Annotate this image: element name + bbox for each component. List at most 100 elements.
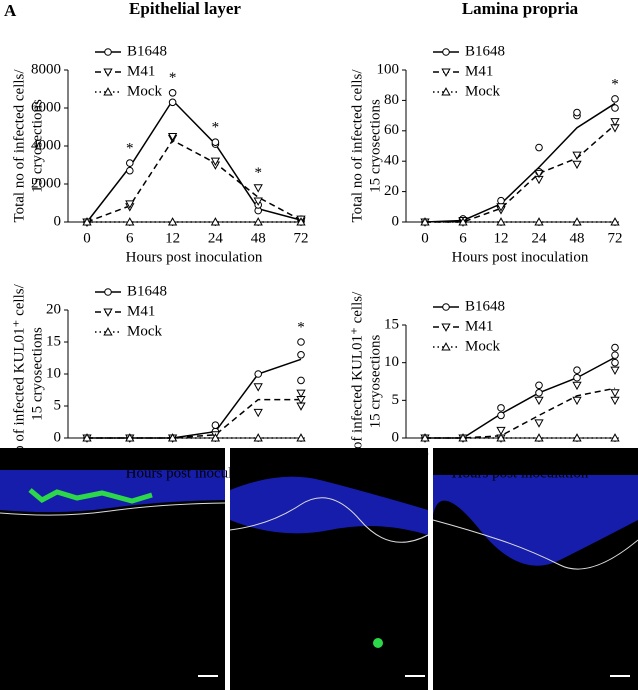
legend-label: B1648: [127, 43, 167, 59]
x-tick-label: 72: [294, 446, 309, 462]
legend-marker: [103, 68, 113, 77]
y-axis-label: 15 cryosections: [29, 99, 45, 193]
y-tick-label: 5: [54, 397, 62, 413]
significance-mark: *: [126, 141, 134, 157]
y-axis-label: No of infected KUL01⁺ cells/: [11, 283, 27, 463]
replicate-point: [572, 217, 582, 226]
series-line: [86, 99, 302, 223]
legend-label: Mock: [465, 83, 500, 99]
replicate-point: [297, 338, 305, 346]
replicate-point: [82, 217, 92, 226]
y-tick-label: 2000: [31, 175, 61, 191]
replicate-point: [610, 217, 620, 226]
legend-label: M41: [127, 63, 155, 79]
replicate-point: [253, 217, 263, 226]
replicate-point: [573, 366, 581, 375]
replicate-point: [167, 217, 178, 226]
series-line: [87, 358, 302, 439]
y-tick-label: 10: [384, 354, 399, 370]
y-axis-label: 15 cryosections: [367, 99, 383, 193]
significance-mark: *: [611, 76, 619, 92]
micrographs: [0, 448, 638, 690]
replicate-point: [534, 217, 544, 226]
y-tick-label: 20: [46, 301, 61, 317]
replicate-point: [458, 217, 468, 226]
y-tick-label: 20: [384, 183, 399, 199]
legend-marker: [441, 68, 451, 77]
replicate-point: [611, 358, 619, 367]
y-tick-label: 100: [377, 61, 400, 77]
x-tick-label: 12: [165, 230, 180, 246]
legend-label: Mock: [127, 83, 162, 99]
y-tick-label: 4000: [31, 137, 61, 153]
replicate-point: [534, 419, 544, 428]
legend-label: M41: [465, 318, 493, 334]
x-tick-label: 48: [251, 446, 266, 462]
replicate-point: [497, 411, 505, 420]
replicate-point: [253, 197, 263, 206]
legend-marker: [442, 303, 450, 311]
x-tick-label: 6: [459, 230, 467, 246]
replicate-point: [168, 89, 177, 97]
significance-mark: *: [212, 120, 220, 136]
replicate-point: [572, 151, 582, 160]
replicate-point: [611, 351, 619, 359]
legend-marker: [103, 308, 113, 317]
x-tick-label: 24: [208, 446, 224, 462]
replicate-point: [496, 217, 506, 226]
replicate-point: [610, 366, 620, 376]
legend-marker: [441, 323, 451, 332]
replicate-point: [210, 433, 221, 442]
replicate-point: [125, 200, 135, 209]
x-tick-label: 6: [126, 446, 134, 462]
replicate-point: [210, 157, 221, 167]
replicate-point: [611, 95, 619, 103]
significance-mark: *: [297, 319, 305, 335]
replicate-point: [610, 433, 620, 442]
replicate-point: [297, 351, 305, 359]
legend-label: Mock: [465, 338, 500, 354]
x-tick-label: 0: [421, 230, 429, 246]
y-axis-label: Total no of infected cells/: [11, 69, 27, 223]
y-tick-label: 60: [384, 122, 399, 138]
replicate-point: [572, 433, 582, 442]
y-tick-label: 0: [392, 213, 400, 229]
series-line: [425, 387, 616, 439]
replicate-point: [458, 433, 468, 442]
x-tick-label: 48: [251, 230, 266, 246]
x-axis-label: Hours post inoculation: [126, 249, 263, 265]
legend-label: B1648: [465, 298, 505, 314]
replicate-point: [610, 389, 620, 398]
x-tick-label: 6: [126, 230, 134, 246]
replicate-point: [167, 433, 178, 442]
x-tick-label: 0: [83, 230, 91, 246]
replicate-point: [572, 381, 582, 391]
y-axis-label: 15 cryosections: [29, 327, 45, 421]
replicate-point: [611, 104, 619, 112]
x-tick-label: 0: [421, 446, 429, 462]
replicate-point: [253, 383, 263, 392]
replicate-point: [296, 433, 306, 442]
replicate-point: [296, 217, 306, 226]
replicate-point: [211, 138, 220, 146]
replicate-point: [534, 169, 544, 179]
x-tick-label: 72: [608, 230, 623, 246]
legend-marker: [104, 288, 112, 296]
legend-marker: [441, 87, 451, 96]
series-line: [87, 398, 301, 439]
replicate-point: [210, 217, 221, 226]
x-tick-label: 48: [570, 446, 585, 462]
y-tick-label: 8000: [31, 61, 61, 77]
replicate-point: [534, 396, 544, 406]
replicate-point: [496, 426, 506, 436]
x-tick-label: 24: [208, 230, 224, 246]
legend-label: B1648: [465, 43, 505, 59]
series-line: [86, 139, 302, 223]
replicate-point: [297, 376, 305, 385]
x-tick-label: 24: [532, 446, 548, 462]
legend-marker: [103, 327, 113, 336]
replicate-point: [496, 203, 506, 212]
column-title: Lamina propria: [462, 0, 579, 18]
replicate-point: [211, 421, 220, 430]
y-tick-label: 6000: [31, 99, 61, 115]
